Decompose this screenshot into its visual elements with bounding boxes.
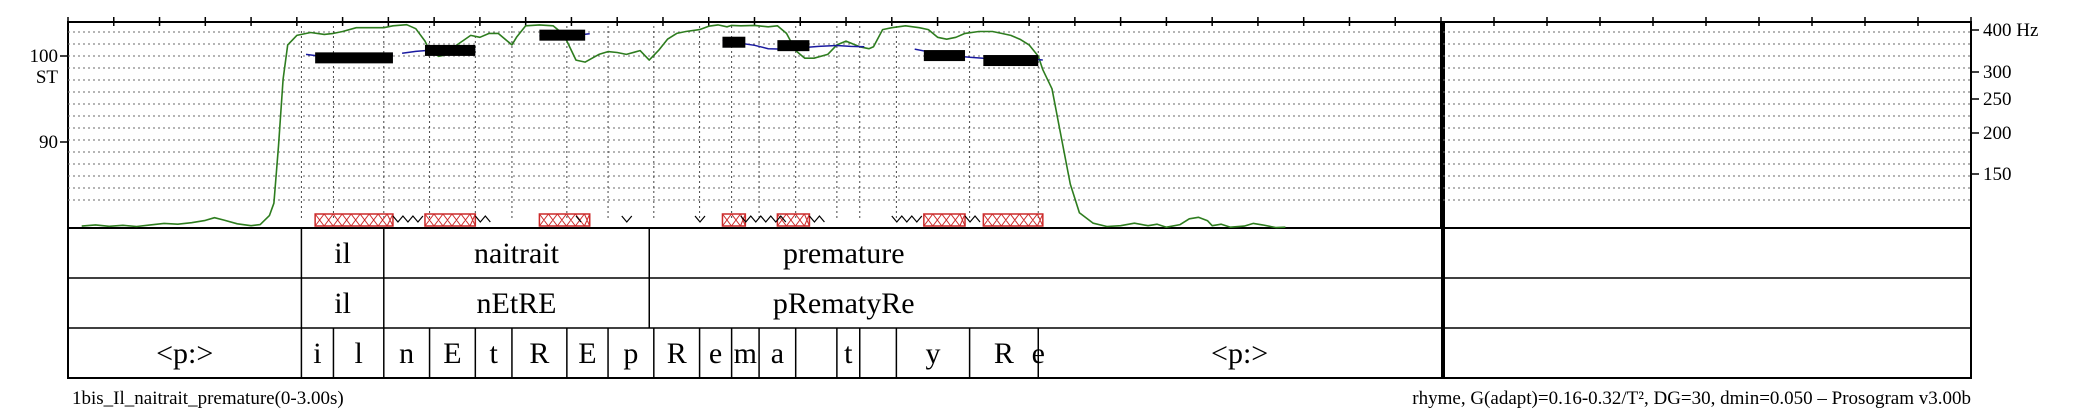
- nucleus-hatch: [982, 213, 1044, 227]
- stylized-tone-layer: [315, 29, 1039, 67]
- tier-interval-label: il: [334, 237, 351, 270]
- stylized-tone-bar: [424, 44, 476, 56]
- stylized-tone-bar: [539, 29, 586, 41]
- secondary-pitch-panel-frame: [1440, 21, 1972, 229]
- voicing-zigzag: [891, 215, 923, 223]
- nucleus-box: [923, 213, 966, 227]
- tier-interval-label: il: [334, 287, 351, 320]
- tier-interval-label: m: [734, 337, 757, 370]
- right-axis-tick-label: 400 Hz: [1983, 20, 2038, 41]
- nucleus-hatch: [424, 213, 476, 227]
- tier-interval-label: n: [399, 337, 414, 370]
- left-axis-tick-label: 100: [30, 46, 59, 67]
- grid-lines: [68, 31, 1971, 201]
- right-axis-tick-label: 300: [1983, 62, 2012, 83]
- nucleus-box: [314, 213, 394, 227]
- nucleus-rect: [982, 213, 1044, 227]
- nuclei-layer: [314, 213, 1044, 227]
- voicing-zigzag: [474, 215, 491, 223]
- tier-interval-label: l: [354, 337, 362, 370]
- left-axis-tick-label: 90: [39, 132, 58, 153]
- tier-interval-label: premature: [783, 237, 905, 270]
- nucleus-hatch: [538, 213, 591, 227]
- voicing-zigzag: [964, 215, 981, 223]
- nucleus-hatch: [722, 213, 746, 227]
- footer-right-caption: rhyme, G(adapt)=0.16-0.32/T², DG=30, dmi…: [1412, 388, 1971, 409]
- tier-interval-label: y: [925, 337, 940, 370]
- stylized-tone-bar: [722, 36, 746, 48]
- left-axis-unit: ST: [36, 67, 59, 88]
- tier-interval-label: p: [623, 337, 638, 370]
- pitch-curve-green: [81, 23, 1286, 229]
- tier-interval-label: pRematyRe: [773, 287, 915, 320]
- stylized-tone-bar: [777, 40, 810, 52]
- nucleus-hatch: [776, 213, 810, 227]
- voicing-zigzag: [740, 215, 787, 223]
- tier-interval-label: R: [667, 337, 687, 370]
- tier-syllables_orth: il naitrait premature: [300, 228, 905, 278]
- tier-interval-label: i: [313, 337, 321, 370]
- tier-area-frame: [67, 227, 1972, 379]
- voicing-zigzag: [694, 215, 706, 223]
- voicing-zigzag: [621, 215, 633, 223]
- tier-interval-label: naitrait: [474, 237, 560, 270]
- nucleus-box: [776, 213, 811, 227]
- stylized-tone-bar: [983, 55, 1039, 67]
- nucleus-rect: [923, 213, 966, 227]
- nucleus-hatch: [314, 213, 394, 227]
- nucleus-rect: [538, 213, 591, 227]
- tier-interval-label: t: [489, 337, 498, 370]
- voicing-zigzag-layer: [392, 215, 981, 223]
- nucleus-box: [721, 213, 747, 227]
- tier-interval-label: t: [844, 337, 853, 370]
- tier-interval-label: R: [994, 337, 1014, 370]
- nucleus-box: [424, 213, 477, 227]
- tier-interval-label: nEtRE: [477, 287, 557, 320]
- right-axis-tick-label: 200: [1983, 123, 2012, 144]
- stylized-tone-bar: [923, 50, 966, 62]
- nucleus-box: [982, 213, 1044, 227]
- right-axis-tick-label: 150: [1983, 164, 2012, 185]
- footer-left-caption: 1bis_Il_naitrait_premature(0-3.00s): [72, 388, 344, 409]
- voicing-zigzag: [392, 215, 424, 223]
- tier-interval-label: E: [578, 337, 596, 370]
- axis-labels: 100 90 ST 400 Hz 300 250 200 150: [30, 20, 2039, 185]
- time-axis-ticks: [67, 17, 1972, 26]
- tier-interval-label: <p:>: [156, 337, 213, 370]
- nucleus-rect: [314, 213, 394, 227]
- right-axis-tick-label: 250: [1983, 89, 2012, 110]
- tier-interval-label: E: [443, 337, 461, 370]
- nucleus-hatch: [923, 213, 966, 227]
- voicing-zigzag: [575, 215, 582, 223]
- tier-interval-label: R: [529, 337, 549, 370]
- voicing-zigzag: [808, 215, 825, 223]
- segment-boundary-lines: [300, 26, 1039, 220]
- stylized-tone-bar: [315, 52, 393, 64]
- nucleus-rect: [721, 213, 747, 227]
- nucleus-box: [538, 213, 591, 227]
- tier-interval-label: e: [709, 337, 722, 370]
- tier-interval-label: <p:>: [1211, 337, 1268, 370]
- tier-syllables_phon: il nEtRE pRematyRe: [300, 278, 915, 328]
- pitch-curve-layer: [81, 23, 1286, 229]
- tier-interval-label: a: [771, 337, 784, 370]
- nucleus-rect: [424, 213, 477, 227]
